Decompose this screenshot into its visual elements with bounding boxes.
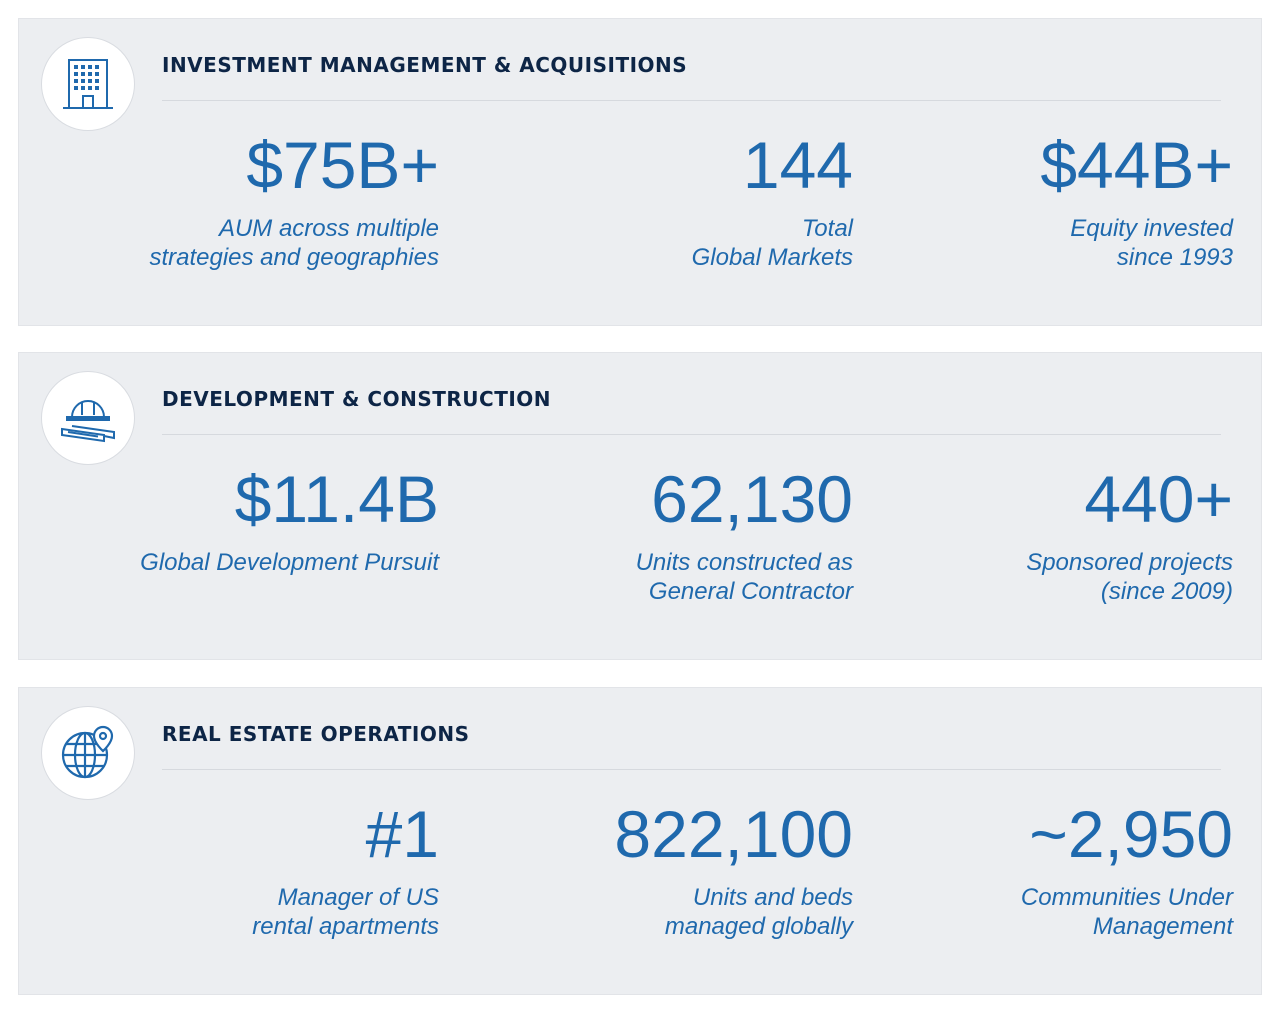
stat-aum: $75B+ AUM across multiple strategies and… xyxy=(149,132,439,272)
section-title: REAL ESTATE OPERATIONS xyxy=(162,722,470,746)
stat-communities: ~2,950 Communities Under Management xyxy=(1021,801,1233,941)
stat-value: #1 xyxy=(365,797,439,871)
stat-label: Global Development Pursuit xyxy=(140,548,439,577)
section-real-estate-operations: REAL ESTATE OPERATIONS #1 Manager of US … xyxy=(18,687,1262,995)
stat-label: AUM across multiple strategies and geogr… xyxy=(149,214,439,272)
stat-sponsored-projects: 440+ Sponsored projects (since 2009) xyxy=(1026,466,1233,606)
stat-label-line: Global Markets xyxy=(691,244,853,271)
icon-badge xyxy=(41,37,135,131)
stat-global-markets: 144 Total Global Markets xyxy=(692,132,853,272)
stat-label-line: Units and beds xyxy=(692,884,853,911)
stat-label: Units and beds managed globally xyxy=(614,883,853,941)
section-development-construction: DEVELOPMENT & CONSTRUCTION $11.4B Global… xyxy=(18,352,1262,660)
stat-label: Sponsored projects (since 2009) xyxy=(1026,548,1233,606)
stat-value: $44B+ xyxy=(1040,128,1233,202)
stat-label-line: (since 2009) xyxy=(1100,578,1233,605)
section-investment-management: INVESTMENT MANAGEMENT & ACQUISITIONS $75… xyxy=(18,18,1262,326)
stat-label-line: Management xyxy=(1092,913,1233,940)
stat-equity-invested: $44B+ Equity invested since 1993 xyxy=(1040,132,1233,272)
stat-label-line: managed globally xyxy=(664,913,853,940)
stat-label-line: Communities Under xyxy=(1020,884,1233,911)
globe-location-pin-icon xyxy=(61,725,114,779)
office-building-icon xyxy=(63,59,113,109)
stat-development-pursuit: $11.4B Global Development Pursuit xyxy=(140,466,439,577)
divider xyxy=(162,769,1221,770)
divider xyxy=(162,434,1221,435)
stat-value: 822,100 xyxy=(614,797,853,871)
stat-value: $75B+ xyxy=(246,128,439,202)
stat-label: Manager of US rental apartments xyxy=(252,883,439,941)
hard-hat-blueprints-icon xyxy=(61,400,115,443)
stat-label-line: Manager of US xyxy=(277,884,439,911)
stat-value: 62,130 xyxy=(651,462,853,536)
section-title: DEVELOPMENT & CONSTRUCTION xyxy=(162,387,552,411)
stat-value: 144 xyxy=(742,128,853,202)
stat-label: Communities Under Management xyxy=(1021,883,1233,941)
stat-value: ~2,950 xyxy=(1029,797,1233,871)
stat-units-beds-managed: 822,100 Units and beds managed globally xyxy=(614,801,853,941)
stat-label-line: strategies and geographies xyxy=(149,244,439,271)
stat-label-line: Sponsored projects xyxy=(1026,549,1233,576)
icon-badge xyxy=(41,706,135,800)
stat-value: 440+ xyxy=(1084,462,1233,536)
stat-label: Equity invested since 1993 xyxy=(1040,214,1233,272)
stat-value: $11.4B xyxy=(234,462,439,536)
stat-label-line: AUM across multiple xyxy=(218,215,439,242)
section-title: INVESTMENT MANAGEMENT & ACQUISITIONS xyxy=(162,53,688,77)
stat-label-line: since 1993 xyxy=(1116,244,1233,271)
stat-label: Units constructed as General Contractor xyxy=(636,548,853,606)
stat-label-line: Units constructed as xyxy=(635,549,853,576)
stat-label-line: Total xyxy=(801,215,853,242)
stat-manager-rank: #1 Manager of US rental apartments xyxy=(252,801,439,941)
icon-badge xyxy=(41,371,135,465)
stat-units-constructed: 62,130 Units constructed as General Cont… xyxy=(636,466,853,606)
stat-label-line: General Contractor xyxy=(648,578,853,605)
stat-label: Total Global Markets xyxy=(692,214,853,272)
divider xyxy=(162,100,1221,101)
stat-label-line: rental apartments xyxy=(252,913,439,940)
stat-label-line: Global Development Pursuit xyxy=(140,549,439,576)
stat-label-line: Equity invested xyxy=(1070,215,1233,242)
